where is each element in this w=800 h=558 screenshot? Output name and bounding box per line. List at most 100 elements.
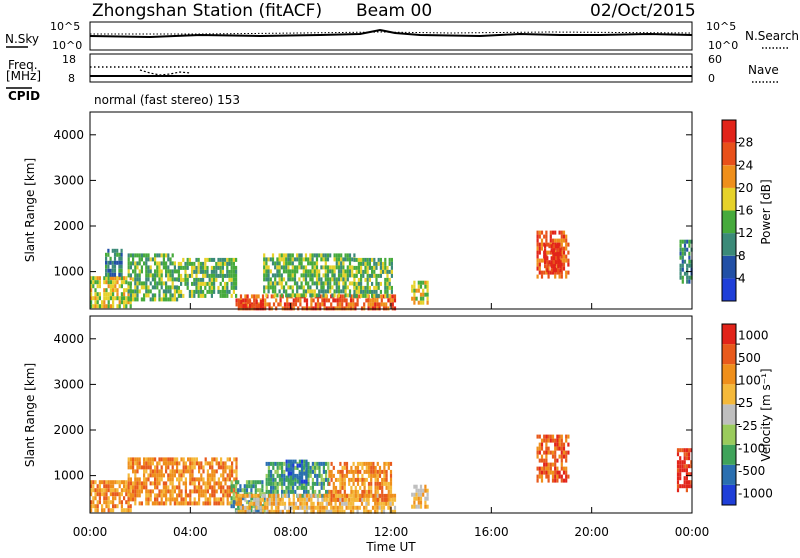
power-cell [160,269,163,274]
velocity-cell [676,484,680,489]
velocity-cell [300,485,303,490]
velocity-cell [372,465,375,470]
power-cell [335,265,338,270]
power-cell [291,277,294,282]
velocity-cell [191,473,194,478]
velocity-cell [267,489,270,494]
power-cell [302,269,305,274]
power-cell [422,288,425,293]
velocity-cell [343,461,346,466]
power-cell [208,281,211,286]
velocity-cell [556,470,559,475]
velocity-cell [266,497,269,502]
power-cell [353,285,356,290]
velocity-cell [232,500,235,505]
power-cell [191,293,194,298]
power-cell [309,277,312,282]
velocity-cell [311,465,314,470]
velocity-cell [118,496,121,501]
velocity-cell [257,501,260,506]
power-cell [107,296,110,301]
velocity-cell [683,476,686,481]
nsky-tick-top: 10^5 [50,20,80,33]
velocity-cell [298,459,301,464]
freq-label-1: Freq. [8,58,38,72]
velocity-cell [268,493,271,498]
velocity-cell [274,485,277,490]
velocity-cell [323,505,326,510]
power-cell [165,289,168,294]
power-cell [366,289,369,294]
power-cell [239,294,243,299]
power-cell [565,274,568,279]
power-cell [556,238,559,243]
power-cell [257,294,260,299]
velocity-cell [299,501,302,506]
velocity-cell [191,461,194,466]
power-cell [232,265,235,270]
velocity-cell [314,473,317,478]
power-cell [224,257,227,262]
power-cell [311,273,314,278]
power-cell [326,281,330,286]
velocity-cell [551,462,555,467]
velocity-cell [248,505,251,510]
power-cell [158,293,161,298]
velocity-cell [558,446,561,451]
velocity-cell [138,501,141,506]
power-cell [90,280,93,285]
velocity-cell [270,493,273,498]
power-cell [549,234,552,239]
velocity-cell [274,477,277,482]
power-cell [343,306,346,311]
velocity-cell [94,492,97,497]
velocity-cell [277,509,280,514]
velocity-cell [337,497,340,502]
power-cell [111,260,114,265]
power-cell [184,265,187,270]
velocity-cell [361,477,364,482]
power-cell [318,289,321,294]
velocity-cell [285,463,288,468]
power-cell [134,293,137,298]
power-cell [287,261,290,266]
velocity-cell [419,500,423,505]
power-cell [552,248,555,253]
power-cell [313,281,316,286]
velocity-cell [103,480,106,485]
velocity-cell [551,474,555,479]
velocity-cell [352,477,355,482]
xlabel: Time UT [365,540,416,554]
power-cell [310,302,313,307]
velocity-cell [96,500,99,505]
power-cell [230,257,233,262]
velocity-cell [92,496,95,501]
power-cell [134,261,137,266]
velocity-cell [327,465,330,470]
velocity-cell [272,465,275,470]
power-cell [357,277,360,282]
power-cell [228,257,231,262]
power-cell [555,256,558,261]
power-cell [326,253,330,258]
power-cell [560,262,563,267]
power-cell [540,238,544,243]
velocity-cell [683,464,686,469]
power-heatmap [90,230,693,311]
velocity-cell [200,485,203,490]
power-cell [555,268,558,273]
power-cell [360,293,363,298]
power-cell [221,289,224,294]
velocity-cell [241,496,244,501]
power-cell [380,302,383,307]
freq-label-2: [MHz] [6,69,41,83]
velocity-cell [90,488,93,493]
power-cell [315,261,319,266]
power-cell [385,302,388,307]
velocity-cell [676,468,680,473]
velocity-cell [381,477,384,482]
power-cell [560,266,563,271]
velocity-colorbar-frame [721,323,737,506]
velocity-cell [198,469,201,474]
